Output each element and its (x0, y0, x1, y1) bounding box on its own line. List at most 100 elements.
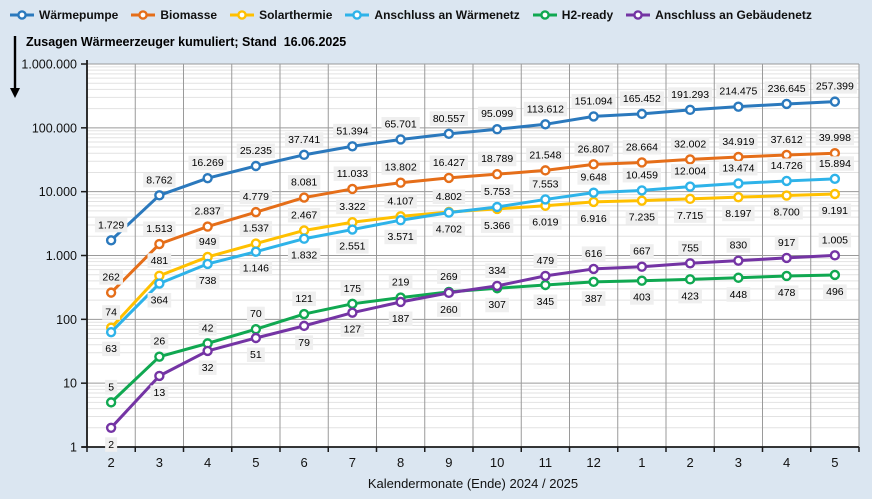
data-label-bg (143, 221, 176, 237)
data-label-bg (678, 288, 702, 304)
data-label-bg (147, 293, 172, 308)
data-label: 13 (154, 387, 166, 399)
data-label-bg (571, 93, 616, 109)
data-point-marker (443, 172, 455, 184)
data-label-bg (381, 116, 420, 132)
data-label: 37.741 (288, 134, 320, 146)
data-point-marker (829, 96, 841, 107)
data-label: 262 (102, 272, 120, 284)
data-point-marker (829, 148, 841, 159)
data-label: 12.004 (674, 166, 706, 178)
data-point-marker (684, 154, 696, 165)
data-label-bg (485, 297, 509, 313)
data-point-marker (298, 233, 310, 244)
data-point-marker (250, 246, 262, 257)
data-label: 13.474 (722, 162, 754, 174)
data-label-bg (767, 132, 806, 147)
legend-item-anschluss-an-w-rmenetz[interactable]: Anschluss an Wärmenetz (345, 8, 520, 22)
data-point-marker (154, 190, 165, 201)
down-arrow-icon (10, 36, 20, 98)
legend-item-solarthermie[interactable]: Solarthermie (230, 8, 332, 22)
data-label: 21.548 (529, 149, 561, 161)
data-label-bg (198, 320, 217, 336)
data-label-bg (381, 160, 420, 175)
data-label: 257.399 (816, 81, 854, 93)
data-point-marker (684, 274, 696, 285)
series-anschluss-an-w-rmenetz (105, 173, 841, 338)
data-label: 616 (585, 248, 603, 260)
data-label: 2.467 (291, 209, 317, 221)
data-label: 830 (730, 240, 748, 252)
data-point-marker (733, 255, 744, 266)
data-label-bg (485, 263, 509, 278)
data-point-marker (443, 287, 455, 299)
data-point-marker (540, 279, 551, 291)
data-point-marker (781, 175, 792, 187)
data-label-bg (147, 253, 172, 268)
legend-line-marker-icon (230, 10, 255, 20)
data-label: 42 (202, 322, 214, 334)
data-label: 481 (151, 255, 169, 267)
data-label: 423 (681, 290, 699, 302)
data-label-bg (812, 79, 857, 94)
x-tick-label: 8 (397, 455, 404, 470)
data-point-marker (588, 111, 599, 122)
data-label-bg (191, 204, 224, 219)
data-label-bg (529, 176, 562, 192)
data-label-bg (668, 87, 713, 102)
y-tick-label: 10 (63, 377, 77, 391)
data-label: 6.019 (532, 217, 558, 229)
data-point-marker (298, 192, 310, 203)
data-point-marker (250, 160, 262, 172)
data-label-bg (102, 305, 121, 320)
data-label-bg (236, 143, 276, 159)
data-label-bg (150, 385, 169, 400)
series-anschluss-an-geb-udenetz (105, 250, 841, 433)
data-point-marker (781, 190, 792, 201)
data-label: 8.762 (146, 174, 172, 186)
data-label-bg (533, 253, 558, 268)
data-label-bg (670, 164, 710, 179)
data-point-marker (588, 196, 599, 208)
data-label-bg (622, 167, 662, 183)
data-label-bg (195, 234, 220, 249)
data-point-marker (491, 124, 503, 135)
data-point-marker (347, 183, 358, 195)
data-label-bg (581, 291, 606, 306)
data-label: 79 (298, 337, 310, 349)
legend-item-w-rmepumpe[interactable]: Wärmepumpe (10, 8, 118, 22)
data-point-marker (588, 159, 599, 170)
data-point-marker (105, 326, 117, 338)
data-label: 18.789 (481, 153, 513, 165)
data-label: 4.802 (436, 191, 462, 203)
data-label: 14.726 (771, 160, 803, 172)
data-point-marker (202, 258, 213, 270)
data-label: 3.571 (387, 231, 413, 243)
data-label: 65.701 (385, 118, 417, 130)
legend-item-anschluss-an-geb-udenetz[interactable]: Anschluss an Gebäudenetz (626, 8, 812, 22)
data-label-bg (292, 291, 316, 307)
legend-line-marker-icon (131, 10, 156, 20)
data-label: 755 (681, 242, 699, 254)
data-point-marker (733, 178, 744, 189)
y-tick-label: 100.000 (32, 121, 77, 135)
data-label-bg (239, 221, 273, 236)
data-point-marker (781, 149, 792, 161)
data-label-bg (770, 205, 803, 220)
data-point-marker (154, 370, 165, 382)
data-label-bg (716, 84, 761, 99)
data-label: 4.702 (436, 224, 462, 236)
data-label: 16.427 (433, 157, 465, 169)
data-point-marker (491, 280, 503, 292)
data-label: 37.612 (771, 134, 803, 146)
data-point-marker (154, 278, 165, 289)
data-label: 39.998 (819, 132, 851, 144)
data-point-marker (636, 195, 648, 206)
data-label: 307 (488, 299, 506, 311)
legend-item-biomasse[interactable]: Biomasse (131, 8, 217, 22)
legend-item-h2-ready[interactable]: H2-ready (532, 8, 613, 22)
data-label-bg (340, 281, 365, 296)
data-label: 448 (730, 289, 748, 301)
data-label: 8.081 (291, 177, 317, 189)
